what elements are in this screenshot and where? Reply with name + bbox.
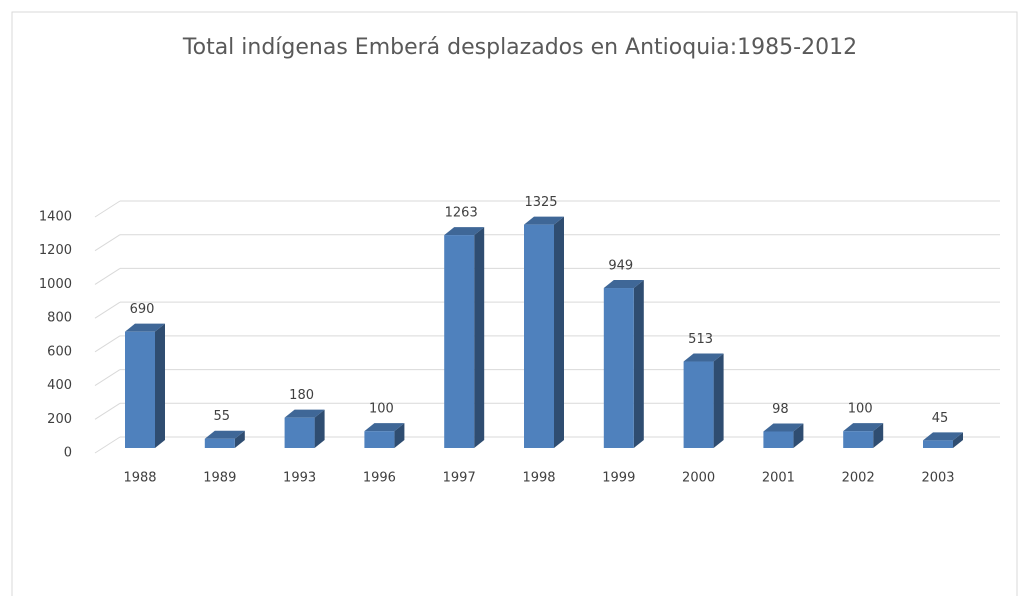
x-tick-label: 2002 [842, 471, 875, 486]
bar-side [873, 423, 884, 448]
grid-line [94, 402, 121, 420]
value-label: 100 [848, 402, 873, 417]
value-label: 1263 [445, 206, 478, 221]
bar-top [364, 423, 405, 432]
bar-side [394, 423, 405, 448]
chart-title: Total indígenas Emberá desplazados en An… [182, 35, 857, 60]
bar-top [763, 423, 804, 432]
bar-side [633, 280, 644, 448]
y-tick-label: 1400 [39, 210, 72, 225]
value-label: 180 [289, 388, 314, 403]
x-tick-label: 2000 [682, 471, 715, 486]
bar-top [683, 353, 724, 362]
value-label: 45 [932, 411, 949, 426]
value-label: 513 [688, 332, 713, 347]
bar [204, 438, 235, 448]
x-tick-label: 2003 [921, 471, 954, 486]
x-tick-label: 1997 [443, 471, 476, 486]
bar-side [793, 423, 804, 448]
grid-line [94, 234, 121, 252]
bar-top [444, 227, 485, 236]
bar [125, 331, 155, 448]
bar-top [125, 323, 165, 332]
value-label: 949 [608, 259, 633, 274]
bar-side [234, 430, 245, 448]
bar-top [923, 432, 963, 441]
bar [923, 440, 953, 448]
bar [603, 288, 634, 448]
y-tick-label: 400 [47, 378, 72, 393]
chart-frame [11, 11, 1018, 596]
bar-side [953, 432, 963, 448]
bar-top [204, 430, 245, 439]
value-label: 690 [130, 302, 155, 317]
bar-top [524, 216, 564, 225]
x-tick-label: 1988 [123, 471, 156, 486]
bar [444, 235, 475, 448]
y-tick-label: 1200 [39, 243, 72, 258]
bar [284, 417, 315, 448]
bar-side [554, 216, 564, 448]
y-tick-label: 1000 [39, 277, 72, 292]
grid-line [94, 335, 121, 353]
bar-top [603, 280, 644, 289]
x-tick-label: 1999 [602, 471, 635, 486]
bar-top [284, 409, 325, 418]
value-label: 98 [772, 402, 789, 417]
y-tick-label: 0 [64, 446, 72, 461]
y-tick-label: 800 [47, 311, 72, 326]
grid-line [94, 301, 121, 319]
bar-side [713, 353, 724, 448]
value-label: 100 [369, 402, 394, 417]
bar [364, 431, 395, 448]
value-label: 1325 [524, 195, 557, 210]
bar [683, 361, 714, 448]
grid-line [94, 369, 121, 386]
grid-line [94, 436, 121, 454]
x-tick-label: 1989 [203, 471, 236, 486]
x-tick-label: 1993 [283, 471, 316, 486]
bar-side [474, 227, 485, 448]
x-tick-label: 2001 [762, 471, 795, 486]
bar-top [843, 423, 884, 432]
y-tick-label: 600 [47, 344, 72, 359]
bar [524, 224, 554, 448]
bar [843, 431, 874, 448]
bar [763, 431, 794, 448]
grid-line [94, 200, 121, 218]
bar-side [155, 323, 165, 448]
value-label: 55 [214, 409, 231, 424]
x-tick-label: 1998 [522, 471, 555, 486]
x-tick-label: 1996 [363, 471, 396, 486]
grid-line [94, 268, 121, 285]
y-tick-label: 200 [47, 412, 72, 427]
bar-side [314, 409, 325, 448]
